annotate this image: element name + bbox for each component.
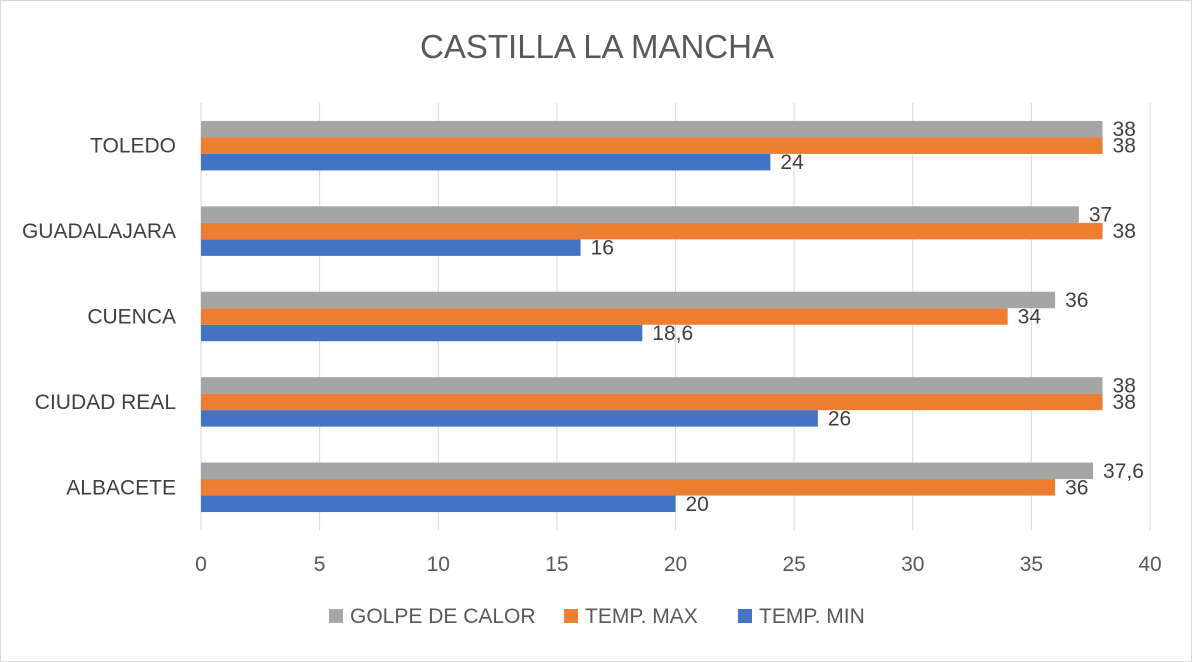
- data-label: 18,6: [652, 322, 693, 345]
- bar-temp-min-guadalajara: [201, 239, 581, 256]
- legend-label: TEMP. MIN: [759, 605, 865, 628]
- x-tick-label: 35: [1020, 553, 1043, 576]
- category-label-toledo: TOLEDO: [90, 135, 176, 158]
- category-label-ciudad-real: CIUDAD REAL: [35, 391, 176, 414]
- data-label: 24: [780, 151, 804, 174]
- category-labels: ALBACETE CIUDAD REAL CUENCA GUADALAJARA TOLE…: [22, 135, 176, 500]
- data-label: 34: [1018, 306, 1042, 329]
- bar-temp-min-albacete: [201, 495, 676, 513]
- legend: GOLPE DE CALOR TEMP. MAX TEMP. MIN: [329, 605, 865, 628]
- x-tick-label: 30: [901, 553, 924, 576]
- x-tick-label: 20: [664, 553, 687, 576]
- x-tick-label: 5: [314, 553, 326, 576]
- data-label: 38: [1113, 391, 1136, 414]
- data-label: 37: [1089, 204, 1112, 227]
- data-label: 16: [591, 237, 614, 260]
- legend-swatch: [738, 609, 752, 623]
- category-label-albacete: ALBACETE: [66, 476, 176, 499]
- data-label: 26: [828, 407, 851, 430]
- category-label-cuenca: CUENCA: [87, 306, 176, 329]
- bar-golpe-de-calor-guadalajara: [201, 206, 1079, 223]
- x-axis-tick-labels: 0 5 10 15 20 25 30 35 40: [195, 553, 1162, 576]
- bar-temp-max-albacete: [201, 479, 1056, 496]
- data-label: 20: [686, 493, 709, 516]
- x-tick-label: 15: [545, 553, 568, 576]
- bar-temp-min-cuenca: [201, 324, 643, 342]
- data-label: 36: [1065, 289, 1088, 312]
- bar-temp-min-ciudad-real: [201, 410, 818, 427]
- bar-golpe-de-calor-cuenca: [201, 291, 1056, 309]
- bar-golpe-de-calor-ciudad-real: [201, 377, 1103, 394]
- bar-temp-min-toledo: [201, 153, 771, 171]
- bar-golpe-de-calor-albacete: [201, 462, 1094, 480]
- data-label: 37,6: [1103, 460, 1144, 483]
- x-tick-label: 10: [427, 553, 450, 576]
- category-label-guadalajara: GUADALAJARA: [22, 220, 176, 243]
- data-label: 36: [1065, 476, 1088, 499]
- legend-label: TEMP. MAX: [585, 605, 698, 628]
- bar-temp-max-toledo: [201, 137, 1103, 154]
- x-tick-label: 25: [782, 553, 805, 576]
- data-label: 38: [1113, 220, 1136, 243]
- chart-title: CASTILLA LA MANCHA: [420, 28, 774, 65]
- x-tick-label: 40: [1138, 553, 1161, 576]
- x-tick-label: 0: [195, 553, 207, 576]
- bar-temp-max-guadalajara: [201, 222, 1103, 240]
- legend-swatch: [329, 609, 343, 623]
- bars: [201, 120, 1103, 513]
- legend-swatch: [564, 609, 578, 623]
- data-label: 38: [1113, 118, 1136, 141]
- data-label: 38: [1113, 374, 1136, 397]
- legend-label: GOLPE DE CALOR: [350, 605, 536, 628]
- bar-temp-max-cuenca: [201, 308, 1008, 325]
- bar-temp-max-ciudad-real: [201, 393, 1103, 411]
- data-label: 38: [1113, 135, 1136, 158]
- bar-golpe-de-calor-toledo: [201, 120, 1103, 138]
